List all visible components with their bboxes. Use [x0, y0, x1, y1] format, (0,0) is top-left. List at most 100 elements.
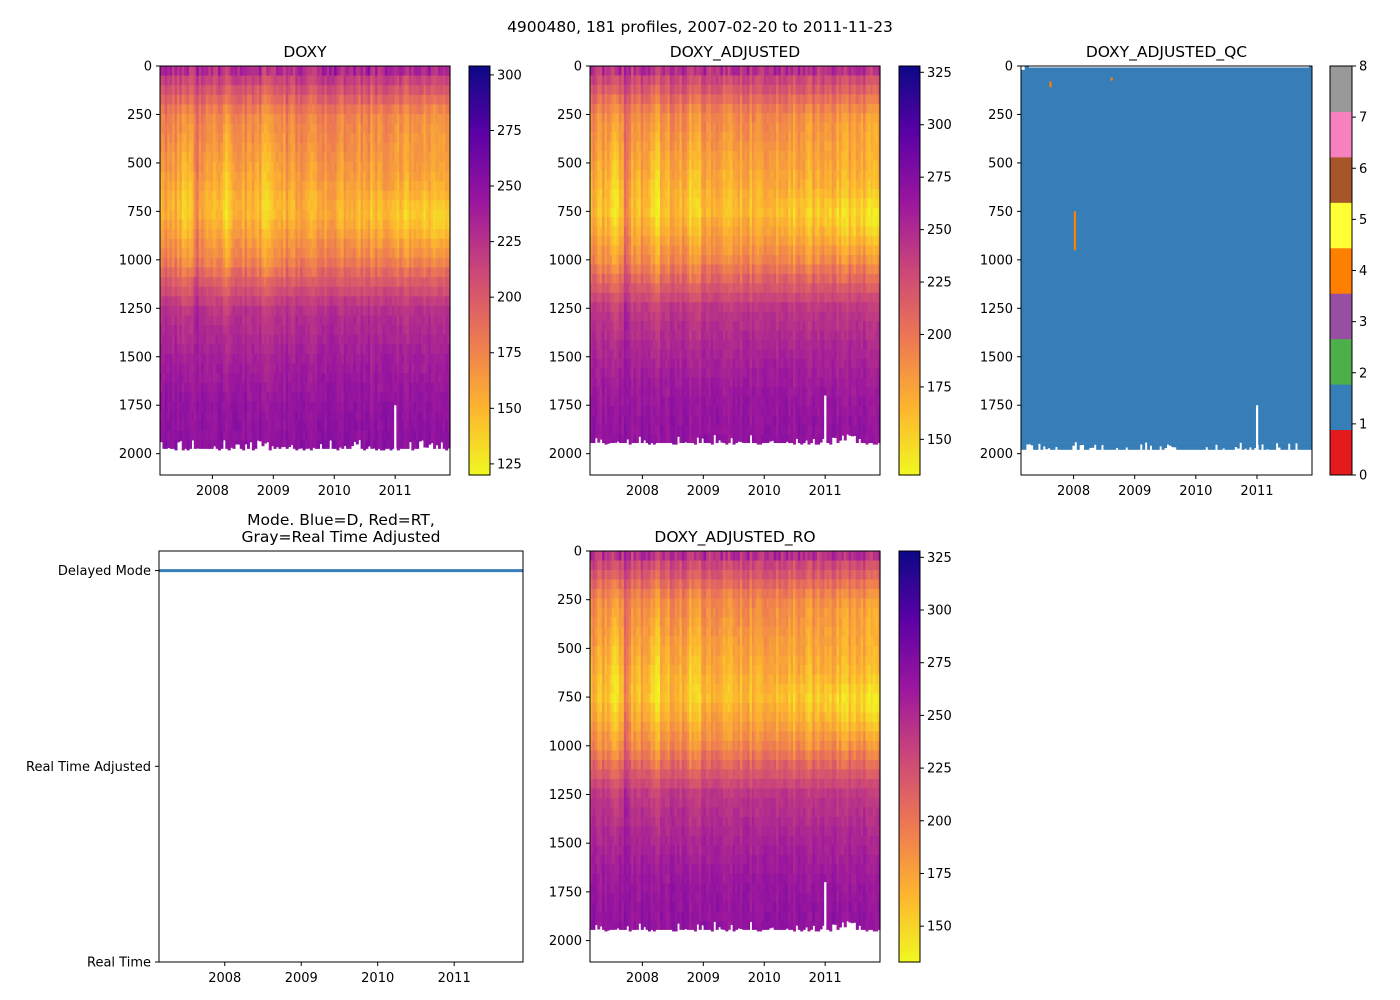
doxy-cell — [193, 238, 197, 249]
doxy-cell — [181, 257, 185, 269]
doxy-cell — [169, 277, 173, 288]
doxy-cell — [321, 200, 325, 211]
doxy-cell — [230, 344, 234, 355]
doxy-cell — [326, 248, 330, 259]
doxy-cell — [215, 286, 219, 297]
doxy-cell — [174, 66, 178, 77]
doxy-cell — [254, 85, 258, 96]
doxy-cell — [176, 277, 180, 288]
doxy-cell — [297, 257, 301, 269]
doxy-cell — [186, 296, 190, 307]
doxy-cell — [249, 190, 253, 201]
doxy-cell — [329, 421, 333, 432]
doxy-cell — [326, 152, 330, 163]
doxy-cell — [324, 66, 328, 77]
doxy-cell — [191, 382, 195, 393]
doxy-cell — [271, 133, 275, 144]
doxy-cell — [319, 133, 323, 144]
doxy-cell — [259, 315, 263, 326]
doxy-cell — [239, 200, 243, 211]
doxy-cell — [254, 209, 258, 221]
doxy-cell — [271, 363, 275, 374]
doxy-cell — [254, 248, 258, 259]
doxy-cell — [321, 209, 325, 221]
doxy-cell — [220, 296, 224, 307]
doxy-cell — [338, 353, 342, 365]
doxy-cell — [198, 353, 202, 365]
doxy-cell — [191, 161, 195, 173]
doxy-cell — [309, 142, 313, 153]
doxy-cell — [309, 104, 313, 115]
doxy-cell — [196, 85, 200, 96]
doxy-cell — [239, 440, 243, 449]
doxy-cell — [237, 353, 241, 365]
doxy-cell — [300, 401, 304, 413]
doxy-cell — [191, 267, 195, 278]
doxy-cell — [307, 209, 311, 221]
doxy-cell — [314, 94, 318, 105]
doxy-cell — [249, 267, 253, 278]
doxy-cell — [312, 373, 316, 384]
doxy-colorbar-step — [469, 420, 490, 425]
doxy-cell — [309, 277, 313, 288]
doxy-cell — [312, 430, 316, 441]
doxy-cell — [249, 382, 253, 393]
doxy-cell — [196, 296, 200, 307]
doxy-cell — [203, 142, 207, 153]
doxy-cell — [292, 142, 296, 153]
doxy-cell — [254, 277, 258, 288]
doxy-cell — [169, 113, 173, 125]
doxy-cell — [261, 200, 265, 211]
doxy-cell — [218, 161, 222, 173]
doxy-cell — [239, 152, 243, 163]
doxy-cell — [198, 344, 202, 355]
doxy-cell — [329, 305, 333, 317]
doxy-cell — [326, 66, 330, 77]
doxy-cell — [300, 382, 304, 393]
doxy-cell — [186, 104, 190, 115]
doxy-cell — [297, 267, 301, 278]
doxy-colorbar-step — [469, 79, 490, 84]
doxy-cell — [239, 85, 243, 96]
doxy-cell — [237, 305, 241, 317]
doxy-cell — [276, 296, 280, 307]
doxy-cell — [254, 382, 258, 393]
doxy-cell — [338, 161, 342, 173]
doxy-cell — [276, 430, 280, 441]
doxy-cell — [292, 229, 296, 240]
doxy-cell — [198, 373, 202, 384]
doxy-cell — [164, 296, 168, 307]
doxy-cell — [290, 363, 294, 374]
doxy-cell — [203, 171, 207, 182]
doxy-cell — [184, 85, 188, 96]
doxy-cell — [249, 401, 253, 413]
doxy-cell — [307, 229, 311, 240]
doxy-cell — [222, 113, 226, 125]
doxy-cell — [179, 353, 183, 365]
doxy-cell — [239, 344, 243, 355]
doxy-cell — [314, 171, 318, 182]
doxy-cell — [234, 277, 238, 288]
doxy-cell — [167, 209, 171, 221]
doxy-colorbar-step — [469, 307, 490, 312]
doxy-cell — [225, 152, 229, 163]
doxy-cell — [312, 85, 316, 96]
doxy-cell — [254, 152, 258, 163]
doxy-cell — [225, 200, 229, 211]
doxy-cell — [239, 334, 243, 345]
doxy-cell — [181, 190, 185, 201]
doxy-cell — [256, 411, 260, 422]
doxy-cell — [186, 392, 190, 403]
doxy-cell — [222, 344, 226, 355]
doxy-cell — [176, 363, 180, 374]
doxy-colorbar-step — [469, 219, 490, 224]
doxy-cell — [189, 104, 193, 115]
doxy-cell — [329, 401, 333, 413]
doxy-cell — [297, 421, 301, 432]
doxy-cell — [213, 94, 217, 105]
doxy-cell — [164, 373, 168, 384]
doxy-cell — [300, 219, 304, 230]
doxy-cell — [225, 104, 229, 115]
doxy-cell — [218, 286, 222, 297]
doxy-cell — [225, 411, 229, 422]
